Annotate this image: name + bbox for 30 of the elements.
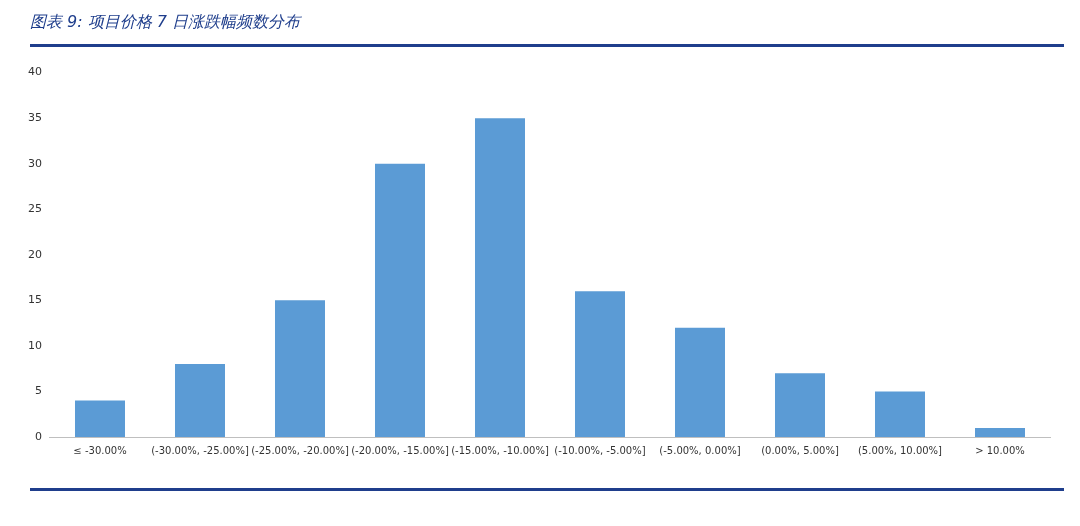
x-tick-label: (-10.00%, -5.00%]	[554, 444, 646, 456]
x-tick-label: ≤ -30.00%	[73, 444, 127, 456]
y-tick-label: 35	[28, 111, 42, 125]
bar	[875, 391, 925, 437]
x-tick-label: (-20.00%, -15.00%]	[351, 444, 449, 456]
y-tick-label: 15	[28, 293, 42, 307]
y-tick-label: 25	[28, 202, 42, 216]
chart-title: 图表 9: 项目价格 7 日涨跌幅频数分布	[30, 12, 301, 33]
bar	[475, 118, 525, 437]
y-tick-label: 0	[35, 429, 42, 443]
x-tick-label: (-30.00%, -25.00%]	[151, 444, 249, 456]
x-tick-label: (0.00%, 5.00%]	[761, 444, 839, 456]
x-tick-label: (5.00%, 10.00%]	[857, 444, 943, 456]
bar	[175, 364, 225, 437]
x-tick-label: (-25.00%, -20.00%]	[251, 444, 349, 456]
bar	[375, 163, 425, 437]
y-tick-label: 30	[28, 156, 42, 170]
x-tick-label: (-5.00%, 0.00%]	[659, 444, 741, 456]
bar	[975, 427, 1025, 437]
x-tick-label: > 10.00%	[975, 444, 1025, 456]
bar	[575, 291, 625, 437]
x-tick-label: (-15.00%, -10.00%]	[451, 444, 549, 456]
y-tick-label: 20	[28, 247, 42, 261]
bar	[775, 373, 825, 437]
bar	[75, 400, 125, 437]
bar	[275, 300, 325, 437]
y-tick-label: 10	[28, 338, 42, 352]
y-tick-label: 5	[35, 384, 42, 398]
bar	[675, 327, 725, 437]
y-tick-label: 40	[28, 65, 42, 79]
